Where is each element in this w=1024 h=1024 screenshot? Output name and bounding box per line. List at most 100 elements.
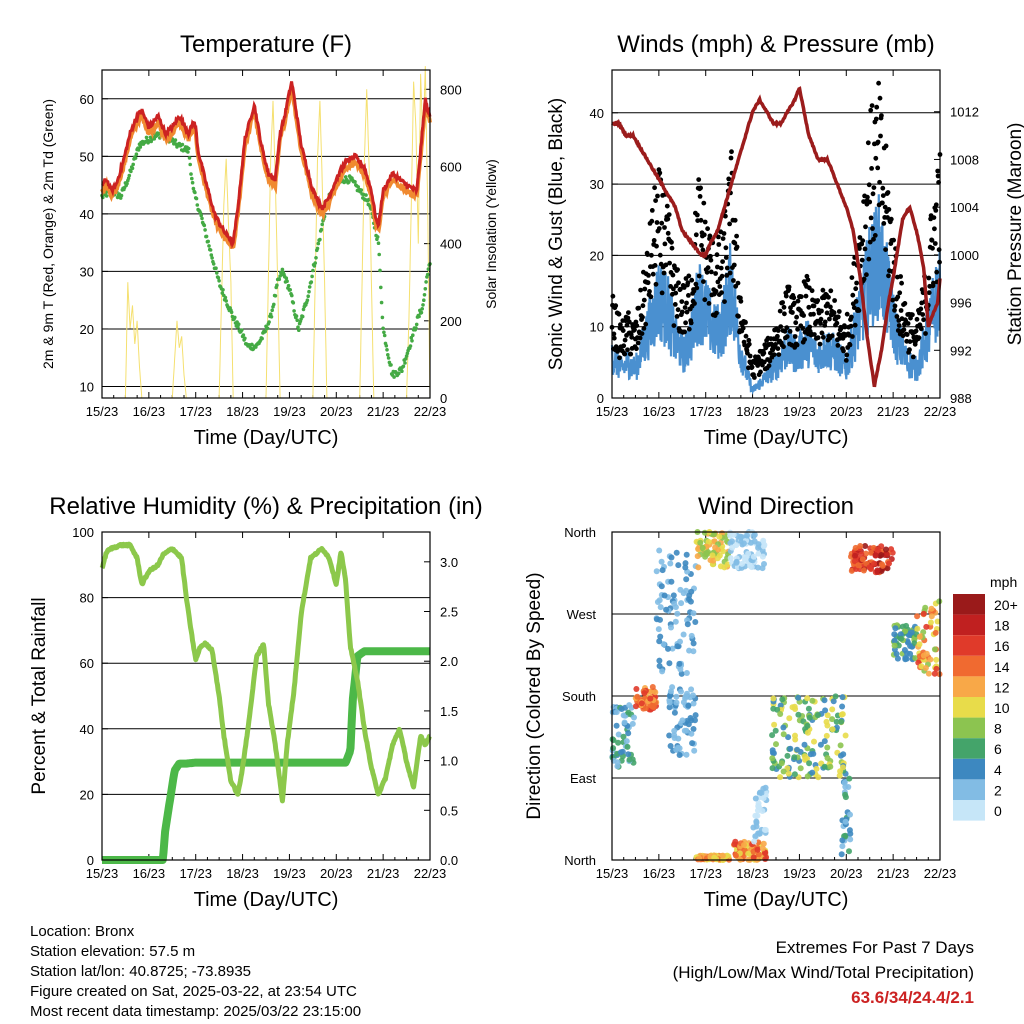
direction-point [778, 760, 785, 767]
y-right-tick-label: 0.0 [440, 853, 458, 868]
direction-point [683, 670, 690, 676]
direction-point [633, 686, 640, 692]
dewpoint-point [347, 180, 351, 184]
direction-point [791, 754, 798, 761]
gust-point [707, 233, 713, 239]
x-tick-label: 15/23 [86, 404, 119, 419]
gust-point [914, 316, 920, 322]
direction-point [683, 751, 690, 758]
gust-point [791, 295, 797, 301]
y-tick-label: 20 [80, 322, 94, 337]
direction-point [936, 598, 943, 605]
gust-point [935, 168, 941, 174]
legend-swatch [953, 738, 985, 759]
direction-point [914, 613, 921, 620]
direction-point [741, 842, 747, 848]
gust-point [719, 273, 725, 279]
dewpoint-point [215, 271, 219, 275]
gust-point [905, 321, 911, 326]
direction-point [779, 696, 786, 703]
plot-border [101, 69, 431, 399]
dewpoint-point [376, 241, 381, 245]
dewpoint-point [379, 300, 384, 305]
dewpoint-point [419, 310, 424, 315]
direction-point [794, 746, 801, 753]
gust-point [706, 301, 712, 306]
gust-point [898, 274, 903, 279]
dewpoint-point [320, 222, 325, 227]
winds-pressure-chart: 15/23 16/23 17/23 18/23 19/23 20/23 21/23 22/23… [546, 31, 1024, 449]
direction-point [859, 556, 866, 563]
dewpoint-point [236, 325, 240, 329]
gust-point [716, 234, 721, 240]
gust-point [694, 285, 700, 291]
direction-point [730, 531, 737, 538]
gust-point [662, 225, 667, 230]
y-right-tick-label: 1008 [950, 152, 979, 167]
temp-2m-line [101, 81, 432, 250]
gust-point [626, 310, 631, 315]
gust-point [933, 202, 939, 208]
gust-point [859, 257, 865, 263]
gust-point [866, 256, 872, 262]
direction-point [836, 772, 843, 779]
direction-point [671, 600, 678, 607]
x-tick-label: 17/23 [179, 404, 212, 419]
gust-point [783, 293, 789, 299]
direction-point [842, 832, 849, 839]
y-right-tick-label: 1000 [950, 248, 979, 263]
dewpoint-point [223, 295, 228, 300]
dewpoint-point [221, 288, 225, 292]
y-tick-label: North [564, 525, 596, 540]
gust-point [904, 332, 910, 337]
direction-point [903, 622, 910, 629]
x-tick-label: 20/23 [830, 866, 863, 881]
y-right-tick-label: 996 [950, 296, 972, 311]
direction-point [811, 738, 817, 745]
direction-point [795, 711, 802, 718]
x-axis-label: Time (Day/UTC) [194, 427, 339, 449]
dewpoint-point [425, 272, 430, 277]
gust-point [865, 140, 871, 146]
dewpoint-point [421, 303, 425, 307]
direction-point [780, 724, 787, 731]
gust-point [836, 309, 842, 314]
dewpoint-point [294, 314, 299, 318]
dewpoint-point [423, 287, 428, 291]
gust-point [665, 230, 671, 236]
direction-point [901, 647, 908, 653]
direction-point [821, 738, 828, 745]
direction-point [668, 688, 674, 695]
dewpoint-point [397, 371, 401, 376]
direction-point [750, 854, 757, 861]
dewpoint-point [193, 190, 197, 195]
gust-point [713, 288, 719, 294]
gust-point [877, 95, 883, 101]
gust-point [758, 369, 763, 375]
direction-point [858, 551, 865, 558]
dewpoint-point [125, 181, 129, 186]
gust-point [761, 350, 767, 356]
gust-point [918, 326, 924, 332]
dewpoint-point [290, 293, 294, 298]
y-right-tick-label: 0.5 [440, 803, 458, 818]
dewpoint-point [210, 256, 214, 260]
dewpoint-point [224, 299, 228, 303]
x-tick-label: 16/23 [643, 404, 676, 419]
gust-point [656, 226, 662, 231]
gust-point [883, 143, 889, 149]
legend-label: 8 [994, 721, 1002, 737]
dewpoint-point [260, 336, 264, 341]
direction-point [668, 624, 674, 631]
direction-point [852, 544, 859, 551]
direction-point [907, 643, 914, 649]
dewpoint-point [190, 176, 194, 181]
gust-point [641, 326, 647, 331]
direction-point [694, 553, 701, 560]
gust-point [782, 311, 787, 317]
direction-point [613, 722, 620, 729]
x-tick-label: 18/23 [226, 404, 259, 419]
direction-point [852, 552, 858, 559]
x-tick-label: 18/23 [226, 866, 259, 881]
direction-point [687, 598, 694, 605]
